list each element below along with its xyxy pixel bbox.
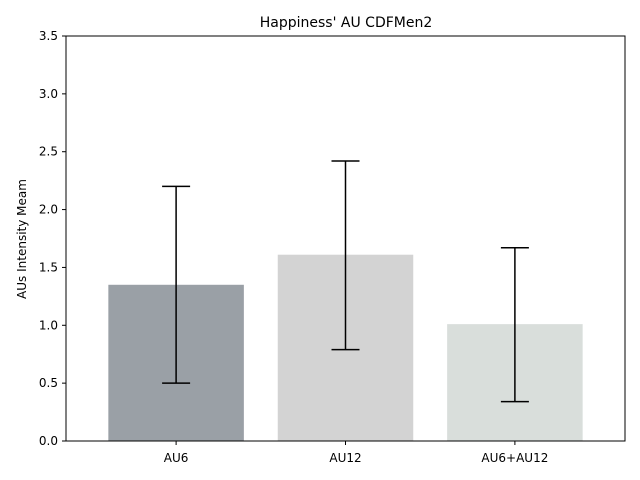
x-tick-label-1: AU12 [329,451,361,465]
y-tick-label-5: 2.5 [39,145,58,159]
x-tick-label-0: AU6 [164,451,189,465]
error-bars-group [162,160,529,403]
y-tick-label-3: 1.5 [39,260,58,274]
x-axis-ticks: AU6 AU12 AU6+AU12 [164,441,548,465]
y-tick-label-1: 0.5 [39,376,58,390]
y-axis-ticks: 0.0 0.5 1.0 1.5 2.0 2.5 3.0 3.5 [39,29,66,448]
y-tick-label-6: 3.0 [39,87,58,101]
y-tick-label-0: 0.0 [39,434,58,448]
y-axis-label: AUs Intensity Meam [15,179,29,299]
x-tick-label-2: AU6+AU12 [481,451,548,465]
y-tick-label-7: 3.5 [39,29,58,43]
chart-title: Happiness' AU CDFMen2 [260,15,433,31]
y-tick-label-4: 2.0 [39,203,58,217]
plot-frame [65,35,626,442]
y-tick-label-2: 1.0 [39,318,58,332]
